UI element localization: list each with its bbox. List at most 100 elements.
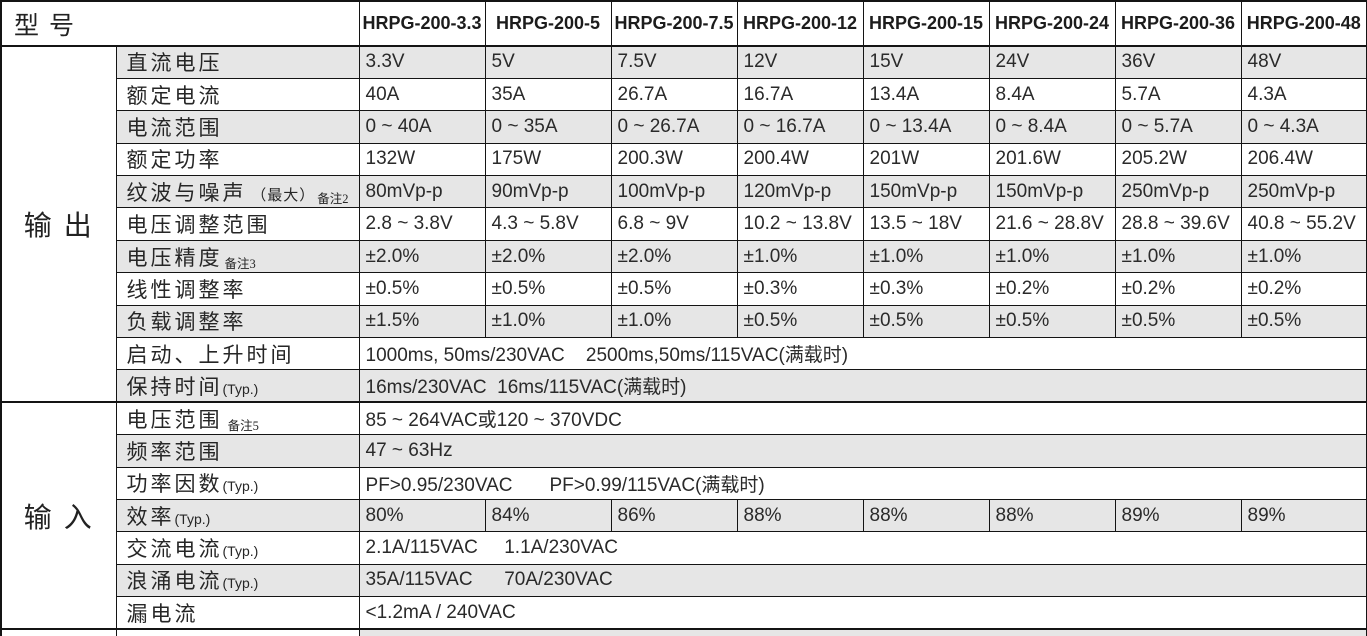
value-line-regulation-col6: ±0.2% xyxy=(988,272,1116,306)
value-line-regulation-col7: ±0.2% xyxy=(1114,272,1242,306)
spec-label-line-regulation: 线性调整率 xyxy=(115,272,360,306)
value-current-range-col6: 0 ~ 8.4A xyxy=(988,110,1116,144)
value-voltage-tolerance-col1: ±2.0% xyxy=(358,239,486,274)
value-ripple-noise-col8: 250mVp-p xyxy=(1240,175,1367,209)
row-inrush-current: 浪涌电流(Typ.) 35A/115VAC 70A/230VAC xyxy=(1,563,1367,598)
value-rated-current-col2: 35A xyxy=(484,77,612,112)
value-leakage-current: <1.2mA / 240VAC xyxy=(358,596,1367,630)
model-header-7: HRPG-200-36 xyxy=(1114,0,1242,47)
value-current-range-col4: 0 ~ 16.7A xyxy=(736,110,864,144)
row-rated-current: 额定电流 40A 35A 26.7A 16.7A 13.4A 8.4A 5.7A 4.3A xyxy=(1,77,1367,112)
row-line-regulation: 线性调整率 ±0.5% ±0.5% ±0.5% ±0.3% ±0.3% ±0.2% ±0.2%… xyxy=(1,272,1367,306)
row-frequency-range: 频率范围 47 ~ 63Hz xyxy=(1,434,1367,468)
spec-label-power-factor: 功率因数(Typ.) xyxy=(115,466,360,500)
value-rated-current-col6: 8.4A xyxy=(988,77,1116,112)
value-efficiency-col7: 89% xyxy=(1114,498,1242,533)
value-rated-current-col8: 4.3A xyxy=(1240,77,1367,112)
spec-label-note-inrush-current: (Typ.) xyxy=(222,575,259,592)
spec-label-frequency-range: 频率范围 xyxy=(115,434,360,468)
value-load-regulation-col5: ±0.5% xyxy=(862,304,990,339)
spec-label-note-efficiency: (Typ.) xyxy=(174,510,211,527)
cutoff-row xyxy=(0,628,1367,636)
value-load-regulation-col1: ±1.5% xyxy=(358,304,486,339)
spec-label-text-voltage-range: 电压范围 xyxy=(126,407,223,432)
value-rated-power-col3: 200.3W xyxy=(610,142,738,177)
spec-label-text-power-factor: 功率因数 xyxy=(126,472,223,497)
value-voltage-tolerance-col3: ±2.0% xyxy=(610,239,738,274)
value-voltage-adjust-range-col5: 13.5 ~ 18V xyxy=(862,207,990,241)
spec-label-leakage-current: 漏电流 xyxy=(115,596,360,630)
spec-label-voltage-adjust-range: 电压调整范围 xyxy=(115,207,360,241)
value-current-range-col3: 0 ~ 26.7A xyxy=(610,110,738,144)
spec-label-hold-up-time: 保持时间(Typ.) xyxy=(115,369,360,403)
value-inrush-current: 35A/115VAC 70A/230VAC xyxy=(358,563,1367,598)
spec-label-current-range: 电流范围 xyxy=(115,110,360,144)
value-current-range-col8: 0 ~ 4.3A xyxy=(1240,110,1367,144)
spec-label-efficiency: 效率(Typ.) xyxy=(115,498,360,533)
spec-label-text-rated-power: 额定功率 xyxy=(126,148,223,173)
row-ripple-noise: 纹波与噪声 （最大） 备注2 80mVp-p 90mVp-p 100mVp-p 120mV… xyxy=(1,175,1367,209)
spec-label-voltage-tolerance: 电压精度 备注3 xyxy=(115,239,360,274)
value-ripple-noise-col1: 80mVp-p xyxy=(358,175,486,209)
spec-label-text-frequency-range: 频率范围 xyxy=(126,439,223,464)
value-rated-current-col7: 5.7A xyxy=(1114,77,1242,112)
spec-label-voltage-range: 电压范围 备注5 xyxy=(115,401,360,436)
value-dc-voltage-col4: 12V xyxy=(736,45,864,79)
value-line-regulation-col1: ±0.5% xyxy=(358,272,486,306)
spec-label-footnote-voltage-tolerance: 备注3 xyxy=(224,256,256,271)
spec-label-setup-rise-time: 启动、上升时间 xyxy=(115,337,360,371)
value-power-factor: PF>0.95/230VAC PF>0.99/115VAC(满载时) xyxy=(358,466,1367,500)
value-line-regulation-col2: ±0.5% xyxy=(484,272,612,306)
model-header-4: HRPG-200-12 xyxy=(736,0,864,47)
spec-label-note-ripple-noise: （最大） xyxy=(246,187,316,204)
value-rated-power-col5: 201W xyxy=(862,142,990,177)
row-setup-rise-time: 启动、上升时间 1000ms, 50ms/230VAC 2500ms,50ms/1… xyxy=(1,337,1367,371)
model-header-2: HRPG-200-5 xyxy=(484,0,612,47)
row-voltage-adjust-range: 电压调整范围 2.8 ~ 3.8V 4.3 ~ 5.8V 6.8 ~ 9V 10.2 ~… xyxy=(1,207,1367,241)
value-dc-voltage-col3: 7.5V xyxy=(610,45,738,79)
value-rated-power-col8: 206.4W xyxy=(1240,142,1367,177)
spec-label-text-rated-current: 额定电流 xyxy=(126,83,223,108)
spec-label-text-inrush-current: 浪涌电流 xyxy=(126,569,223,594)
spec-label-note-hold-up-time: (Typ.) xyxy=(222,380,259,397)
row-efficiency: 效率(Typ.) 80% 84% 86% 88% 88% 88% 89% 89% xyxy=(1,498,1367,533)
model-corner-label: 型号 xyxy=(0,0,360,47)
value-ac-current: 2.1A/115VAC 1.1A/230VAC xyxy=(358,531,1367,565)
group-label-output: 输出 xyxy=(0,45,117,403)
value-load-regulation-col4: ±0.5% xyxy=(736,304,864,339)
value-load-regulation-col7: ±0.5% xyxy=(1114,304,1242,339)
value-voltage-adjust-range-col7: 28.8 ~ 39.6V xyxy=(1114,207,1242,241)
spec-label-text-leakage-current: 漏电流 xyxy=(126,601,199,626)
value-voltage-tolerance-col5: ±1.0% xyxy=(862,239,990,274)
value-voltage-adjust-range-col2: 4.3 ~ 5.8V xyxy=(484,207,612,241)
value-dc-voltage-col2: 5V xyxy=(484,45,612,79)
spec-label-text-current-range: 电流范围 xyxy=(126,115,223,140)
row-ac-current: 交流电流(Typ.) 2.1A/115VAC 1.1A/230VAC xyxy=(1,531,1367,565)
spec-label-text-voltage-tolerance: 电压精度 xyxy=(126,245,223,270)
model-header-5: HRPG-200-15 xyxy=(862,0,990,47)
value-setup-rise-time: 1000ms, 50ms/230VAC 2500ms,50ms/115VAC(满… xyxy=(358,337,1367,371)
spec-label-text-load-regulation: 负载调整率 xyxy=(126,310,247,335)
value-rated-power-col6: 201.6W xyxy=(988,142,1116,177)
cutoff-group-cell xyxy=(0,628,117,636)
spec-label-text-efficiency: 效率 xyxy=(126,504,175,529)
value-efficiency-col2: 84% xyxy=(484,498,612,533)
value-line-regulation-col5: ±0.3% xyxy=(862,272,990,306)
value-rated-current-col4: 16.7A xyxy=(736,77,864,112)
spec-label-dc-voltage: 直流电压 xyxy=(115,45,360,79)
spec-label-footnote-voltage-range: 备注5 xyxy=(224,418,259,433)
value-voltage-tolerance-col2: ±2.0% xyxy=(484,239,612,274)
spec-label-text-dc-voltage: 直流电压 xyxy=(126,51,223,76)
spec-label-footnote-ripple-noise: 备注2 xyxy=(317,191,349,206)
value-ripple-noise-col7: 250mVp-p xyxy=(1114,175,1242,209)
spec-label-rated-current: 额定电流 xyxy=(115,77,360,112)
spec-label-text-ripple-noise: 纹波与噪声 xyxy=(126,180,247,205)
cutoff-values-cell xyxy=(358,628,1367,636)
value-load-regulation-col6: ±0.5% xyxy=(988,304,1116,339)
model-header-6: HRPG-200-24 xyxy=(988,0,1116,47)
row-hold-up-time: 保持时间(Typ.) 16ms/230VAC 16ms/115VAC(满载时) xyxy=(1,369,1367,403)
value-voltage-adjust-range-col4: 10.2 ~ 13.8V xyxy=(736,207,864,241)
value-voltage-adjust-range-col3: 6.8 ~ 9V xyxy=(610,207,738,241)
value-dc-voltage-col6: 24V xyxy=(988,45,1116,79)
spec-label-ripple-noise: 纹波与噪声 （最大） 备注2 xyxy=(115,175,360,209)
